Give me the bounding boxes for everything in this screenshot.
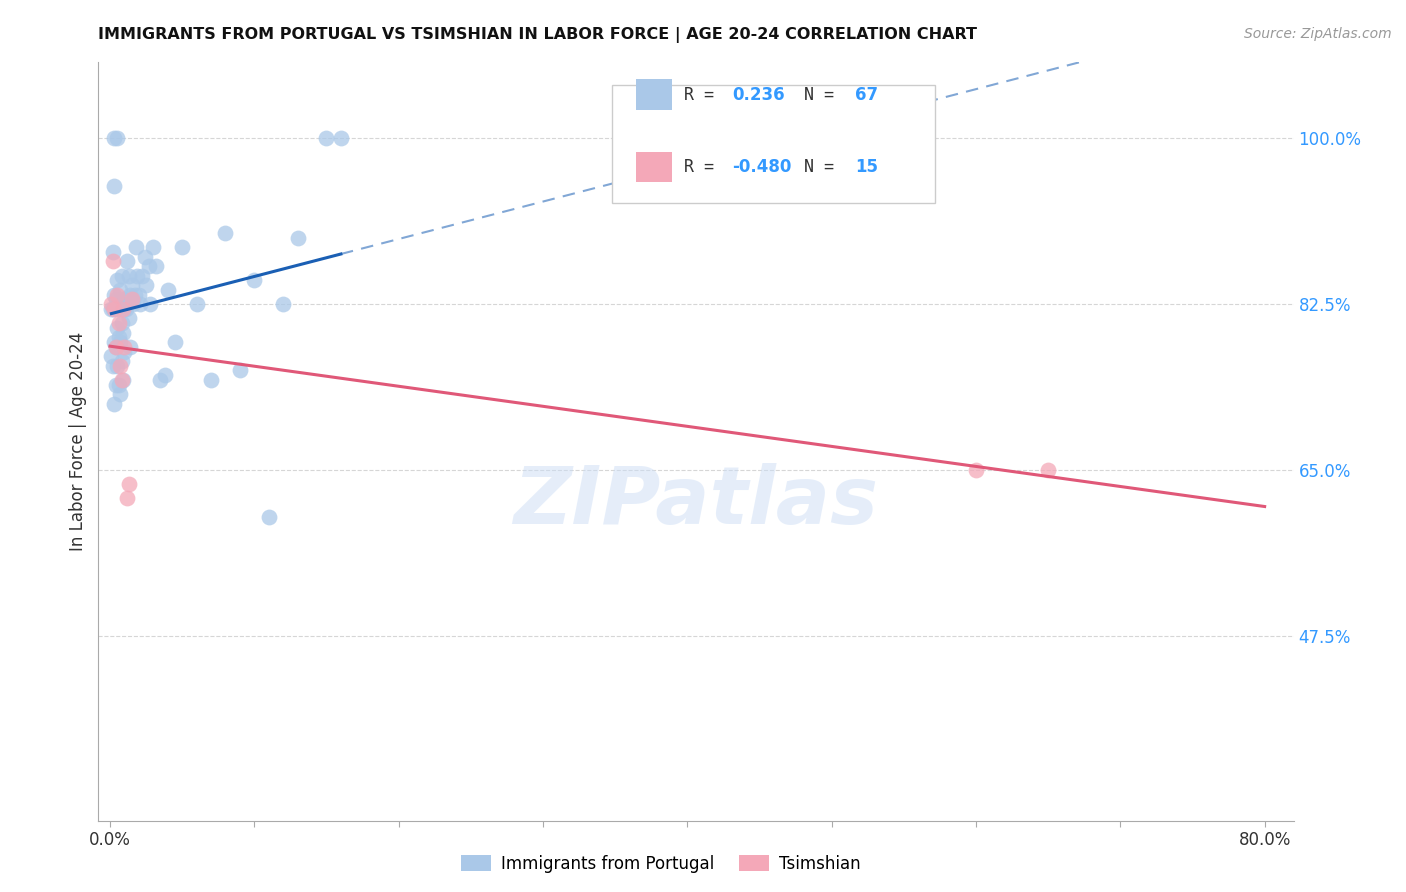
Text: R =: R = xyxy=(685,86,724,103)
Point xyxy=(153,368,176,383)
Point xyxy=(103,287,125,301)
Point xyxy=(125,240,148,254)
Point xyxy=(1036,463,1059,477)
Point xyxy=(104,340,127,354)
Point xyxy=(107,316,129,330)
Point xyxy=(287,231,309,245)
Point xyxy=(117,297,139,311)
Point xyxy=(172,240,194,254)
Point xyxy=(107,301,129,316)
Text: ZIPatlas: ZIPatlas xyxy=(513,463,879,541)
Point xyxy=(186,297,208,311)
Text: R =: R = xyxy=(685,158,724,176)
Point xyxy=(128,287,150,301)
Point xyxy=(112,344,135,359)
Point xyxy=(103,397,125,411)
Point xyxy=(163,334,186,349)
Point xyxy=(105,321,128,335)
Point xyxy=(127,268,149,283)
Point xyxy=(243,273,266,287)
Text: 15: 15 xyxy=(855,158,877,176)
Point xyxy=(134,250,156,264)
Point xyxy=(103,334,125,349)
Point xyxy=(112,293,135,307)
Point xyxy=(315,131,337,145)
Point xyxy=(107,377,129,392)
Point xyxy=(229,363,252,377)
Point xyxy=(257,510,280,524)
Point xyxy=(131,268,153,283)
Point xyxy=(112,340,135,354)
Text: IMMIGRANTS FROM PORTUGAL VS TSIMSHIAN IN LABOR FORCE | AGE 20-24 CORRELATION CHA: IMMIGRANTS FROM PORTUGAL VS TSIMSHIAN IN… xyxy=(98,27,977,43)
Point xyxy=(110,373,132,387)
Point xyxy=(329,131,352,145)
Point xyxy=(105,273,128,287)
Text: N =: N = xyxy=(804,158,844,176)
Point xyxy=(129,297,152,311)
Point xyxy=(103,178,125,193)
Point xyxy=(111,326,134,340)
Point xyxy=(111,301,134,316)
Point xyxy=(118,268,141,283)
Point xyxy=(108,283,131,297)
Point xyxy=(110,268,132,283)
Point xyxy=(121,293,143,307)
FancyBboxPatch shape xyxy=(613,85,935,202)
Point xyxy=(103,301,125,316)
Point xyxy=(142,240,165,254)
Point xyxy=(101,245,124,260)
Point xyxy=(120,287,142,301)
Point xyxy=(103,131,125,145)
Point xyxy=(105,287,128,301)
Point xyxy=(105,359,128,373)
Point xyxy=(101,254,124,268)
Point xyxy=(117,491,139,506)
Point xyxy=(110,316,132,330)
Point xyxy=(112,301,135,316)
Point xyxy=(138,259,160,273)
Point xyxy=(214,226,236,240)
Text: -0.480: -0.480 xyxy=(733,158,792,176)
Point xyxy=(139,297,162,311)
Point xyxy=(110,354,132,368)
Text: Source: ZipAtlas.com: Source: ZipAtlas.com xyxy=(1244,27,1392,41)
Point xyxy=(101,301,124,316)
Point xyxy=(117,254,139,268)
Point xyxy=(156,283,179,297)
Point xyxy=(104,340,127,354)
Point xyxy=(120,340,142,354)
Point xyxy=(118,311,141,326)
Point xyxy=(101,359,124,373)
FancyBboxPatch shape xyxy=(637,152,672,182)
Point xyxy=(105,131,128,145)
Point xyxy=(107,330,129,344)
Point xyxy=(200,373,222,387)
Point xyxy=(965,463,987,477)
Point xyxy=(104,293,127,307)
Point xyxy=(121,278,143,293)
Point xyxy=(124,287,146,301)
Y-axis label: In Labor Force | Age 20-24: In Labor Force | Age 20-24 xyxy=(69,332,87,551)
Point xyxy=(271,297,294,311)
Point xyxy=(111,373,134,387)
Legend: Immigrants from Portugal, Tsimshian: Immigrants from Portugal, Tsimshian xyxy=(454,848,868,880)
Point xyxy=(145,259,167,273)
Point xyxy=(108,359,131,373)
Point xyxy=(108,387,131,401)
Point xyxy=(108,334,131,349)
Point xyxy=(104,377,127,392)
Point xyxy=(149,373,172,387)
Point xyxy=(118,477,141,491)
Text: 0.236: 0.236 xyxy=(733,86,785,103)
Point xyxy=(100,297,122,311)
Text: N =: N = xyxy=(804,86,844,103)
Point xyxy=(135,278,157,293)
Point xyxy=(100,301,122,316)
Point xyxy=(100,349,122,363)
Point xyxy=(122,297,145,311)
Text: 67: 67 xyxy=(855,86,877,103)
Point xyxy=(115,301,138,316)
FancyBboxPatch shape xyxy=(637,79,672,110)
